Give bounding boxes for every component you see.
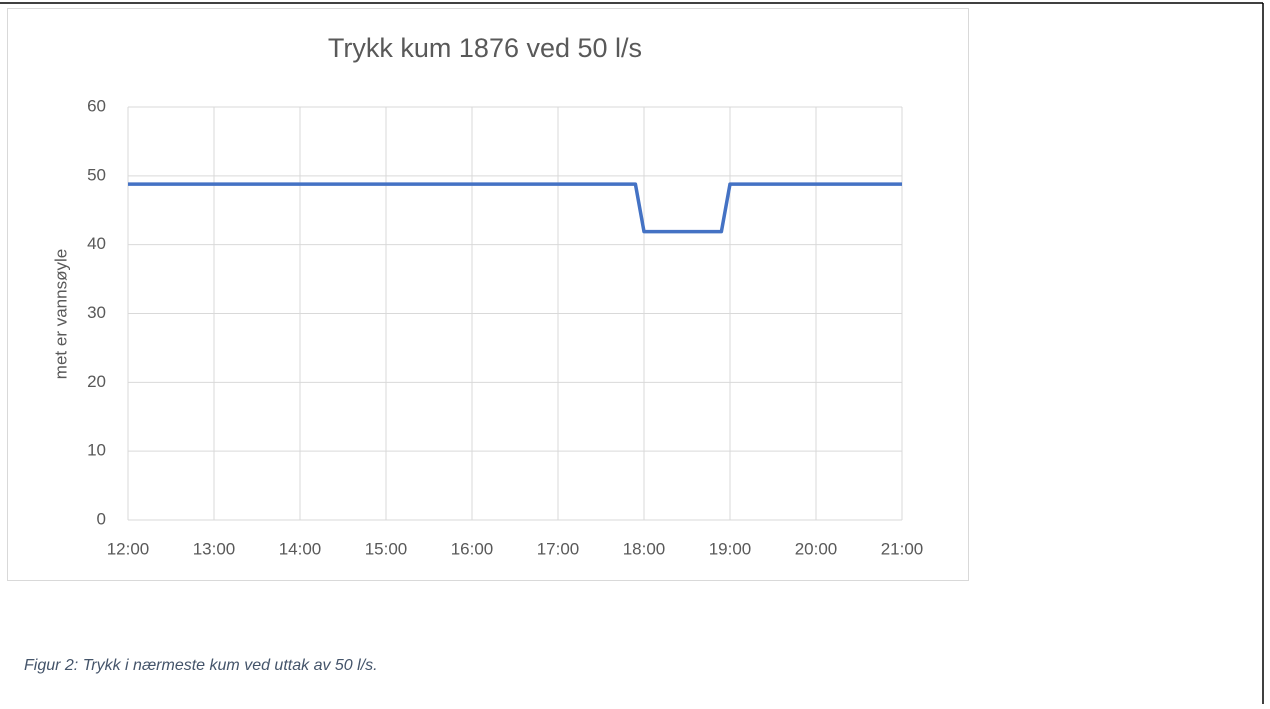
y-tick-label: 10 <box>87 441 106 460</box>
x-tick-label: 19:00 <box>709 539 752 558</box>
y-tick-label: 50 <box>87 165 106 184</box>
x-tick-label: 14:00 <box>279 539 322 558</box>
data-line <box>128 182 902 234</box>
x-tick-label: 16:00 <box>451 539 494 558</box>
figure-caption: Figur 2: Trykk i nærmeste kum ved uttak … <box>24 657 378 674</box>
x-tick-label: 15:00 <box>365 539 408 558</box>
y-tick-label: 20 <box>87 372 106 391</box>
y-tick-label: 60 <box>87 96 106 115</box>
y-tick-label: 0 <box>97 509 106 528</box>
x-tick-label: 13:00 <box>193 539 236 558</box>
chart-title: Trykk kum 1876 ved 50 l/s <box>328 33 642 63</box>
x-tick-label: 18:00 <box>623 539 666 558</box>
y-tick-label: 30 <box>87 303 106 322</box>
x-tick-label: 17:00 <box>537 539 580 558</box>
x-tick-label: 20:00 <box>795 539 838 558</box>
y-tick-label: 40 <box>87 234 106 253</box>
chart-frame <box>7 8 969 581</box>
x-tick-label: 21:00 <box>881 539 924 558</box>
y-axis-label: met er vannsøyle <box>51 249 70 379</box>
x-tick-label: 12:00 <box>107 539 150 558</box>
